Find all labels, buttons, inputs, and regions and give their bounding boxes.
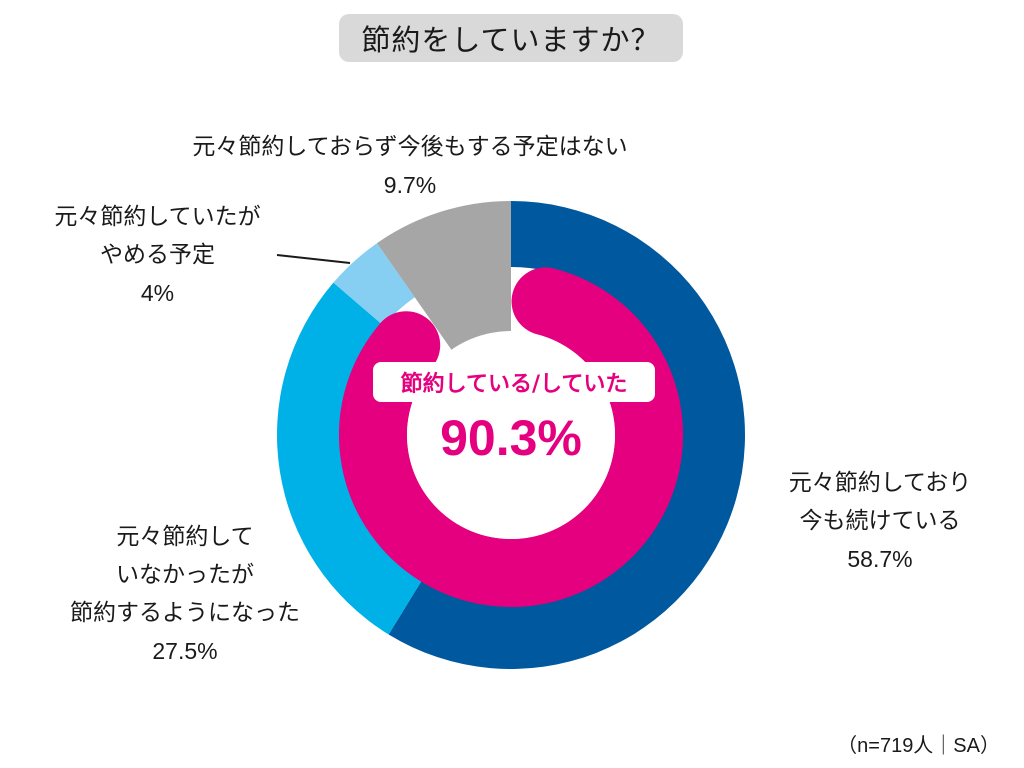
label-text: 節約するようになった xyxy=(70,600,300,626)
chart-title: 節約をしていますか？ xyxy=(339,14,683,62)
outer-ring xyxy=(276,201,745,669)
leader-line xyxy=(276,254,351,264)
ring-segment xyxy=(276,282,424,635)
label-text: やめる予定 xyxy=(100,242,215,268)
label-percent: 58.7% xyxy=(847,546,913,572)
label-text: いなかったが xyxy=(116,562,254,588)
footnote: （n=719人｜SA） xyxy=(837,735,1000,757)
center-label: 節約している/していた xyxy=(373,362,655,402)
label-quit: 元々節約していたが やめる予定 4% xyxy=(20,198,295,312)
label-text: 元々節約して xyxy=(116,524,254,550)
label-text: 元々節約しており xyxy=(788,470,972,496)
label-never: 元々節約しておらず今後もする予定はない 9.7% xyxy=(150,128,670,204)
label-started: 元々節約して いなかったが 節約するようになった 27.5% xyxy=(40,518,330,670)
label-percent: 4% xyxy=(140,280,175,306)
center-value: 90.3% xyxy=(440,410,582,466)
label-text: 元々節約しておらず今後もする予定はない xyxy=(192,134,628,160)
label-percent: 27.5% xyxy=(152,638,218,664)
ring-segment-inner xyxy=(414,266,511,352)
label-percent: 9.7% xyxy=(383,172,437,198)
label-text: 元々節約していたが xyxy=(54,204,261,230)
ring-segment xyxy=(388,201,745,669)
label-continue: 元々節約しており 今も続けている 58.7% xyxy=(765,464,995,578)
inner-gray-fill xyxy=(414,266,511,352)
ring-segment xyxy=(333,243,415,326)
label-text: 今も続けている xyxy=(799,508,961,534)
ring-segment xyxy=(376,201,511,298)
